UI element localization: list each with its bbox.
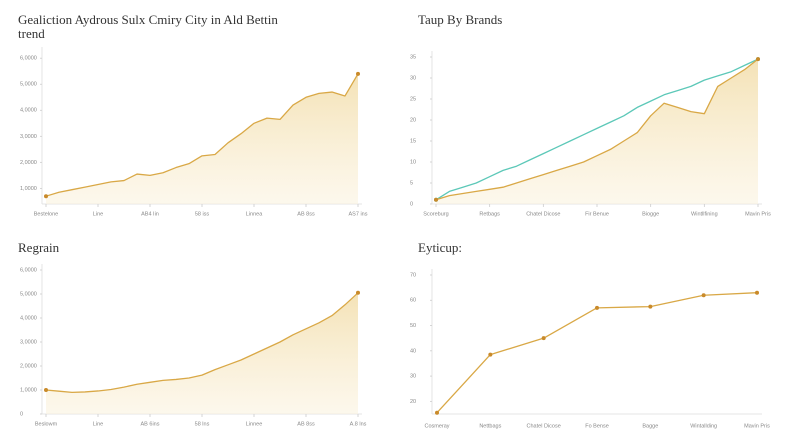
x-tick-label: Line — [93, 421, 103, 427]
y-tick-label: 2,0000 — [20, 160, 37, 166]
x-tick-label: Wintallding — [690, 423, 717, 429]
x-tick-label: Biogge — [642, 211, 659, 217]
y-tick-label: 70 — [410, 272, 416, 278]
line — [45, 292, 359, 394]
y-tick-label: 25 — [410, 96, 416, 102]
y-tick-label: 5,0000 — [20, 291, 37, 297]
point-marker — [44, 388, 48, 392]
x-tick-label: Linnea — [246, 211, 263, 217]
area — [46, 73, 358, 205]
y-tick-label: 35 — [410, 54, 416, 60]
x-tick-label: Chatel Dicose — [527, 423, 561, 429]
y-tick-label: 20 — [410, 117, 416, 123]
y-tick-label: 5 — [410, 180, 413, 186]
y-tick-label: 15 — [410, 138, 416, 144]
y-tick-label: 10 — [410, 159, 416, 165]
chart-title: Gealiction Aydrous Sulx Cmiry City in Al… — [18, 12, 278, 27]
x-tick-label: Beslowm — [35, 421, 58, 427]
x-tick-label: Chatel Dicose — [526, 211, 560, 217]
chart-panel: Taup By Brands 0 5 10 15 20 25 30 35 Scoreburg Ret… — [410, 12, 771, 217]
x-tick-label: AS7 ins — [349, 211, 368, 217]
y-tick-label: 6,0000 — [20, 267, 37, 273]
line — [45, 73, 359, 197]
chart-title: Taup By Brands — [418, 12, 502, 27]
point-marker — [648, 304, 653, 309]
point-marker — [488, 352, 493, 357]
x-tick-label: A.8 lns — [350, 421, 367, 427]
x-tick-label: Line — [93, 211, 103, 217]
x-tick-label: 58 lns — [195, 421, 210, 427]
point-marker — [44, 194, 48, 199]
x-tick-label: Nettbags — [479, 423, 501, 429]
point-marker — [595, 305, 599, 310]
y-tick-label: 6,0000 — [20, 56, 37, 62]
line — [435, 58, 759, 201]
point-marker — [356, 290, 360, 295]
y-tick-label: 4,0000 — [20, 315, 37, 321]
point-marker — [755, 290, 759, 295]
chart-title: trend — [18, 26, 45, 41]
y-tick-label: 5,0000 — [20, 82, 37, 88]
point-marker — [356, 71, 360, 76]
y-tick-label: 0 — [410, 201, 413, 207]
x-tick-label: Mavin Pris — [745, 211, 771, 217]
y-tick-label: 60 — [410, 298, 416, 304]
line — [436, 292, 758, 414]
x-tick-label: Fo Bense — [585, 423, 609, 429]
chart-panel: Regrain 0 1,0000 2,0000 3,0000 4,0000 5,0000 6,… — [18, 240, 367, 427]
y-tick-label: 1,0000 — [20, 387, 37, 393]
y-tick-label: 40 — [410, 348, 416, 354]
chart-panel: Eyticup: 20 30 40 50 60 70 Cosmeray Nettbags Chat… — [410, 240, 770, 429]
y-tick-label: 1,0000 — [20, 186, 37, 192]
chart-title: Eyticup: — [418, 240, 462, 255]
x-tick-label: Bagge — [642, 423, 658, 429]
x-tick-label: AB 8ss — [297, 421, 315, 427]
y-tick-label: 30 — [410, 374, 416, 380]
x-tick-label: Cosmeray — [424, 423, 449, 429]
point-marker — [756, 57, 760, 62]
x-tick-label: Wintllfining — [691, 211, 718, 217]
x-tick-label: Linnee — [246, 421, 263, 427]
y-tick-label: 3,0000 — [20, 134, 37, 140]
chart-title: Regrain — [18, 240, 60, 255]
x-tick-label: Retbags — [479, 211, 500, 217]
x-tick-label: AB4 Iin — [141, 211, 159, 217]
y-tick-label: 4,0000 — [20, 108, 37, 114]
x-tick-label: 58 iss — [195, 211, 210, 217]
y-tick-label: 20 — [410, 399, 416, 405]
x-tick-label: AB 8ss — [297, 211, 315, 217]
x-tick-label: Mavin Pris — [744, 423, 770, 429]
area — [46, 292, 358, 414]
x-tick-label: AB 6ins — [141, 421, 160, 427]
point-marker — [434, 197, 438, 202]
x-tick-label: Scoreburg — [423, 211, 448, 217]
y-tick-label: 0 — [20, 411, 23, 417]
y-tick-label: 30 — [410, 75, 416, 81]
x-tick-label: Bestelone — [34, 211, 58, 217]
point-marker — [435, 410, 439, 415]
point-marker — [541, 336, 546, 341]
x-tick-label: Fir Benue — [585, 211, 609, 217]
point-marker — [701, 293, 706, 298]
line — [435, 58, 759, 201]
y-tick-label: 2,0000 — [20, 363, 37, 369]
chart-panel: Gealiction Aydrous Sulx Cmiry City in Al… — [18, 12, 368, 217]
area — [436, 59, 758, 204]
y-tick-label: 3,0000 — [20, 339, 37, 345]
y-tick-label: 50 — [410, 323, 416, 329]
